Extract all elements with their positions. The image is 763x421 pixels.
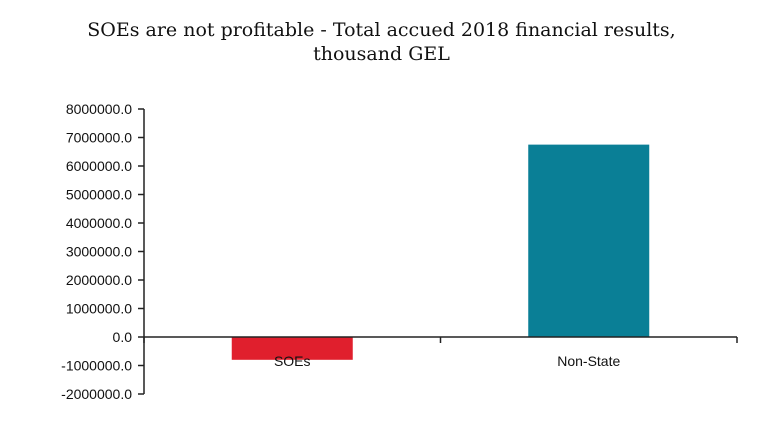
x-category-label: Non-State [557,353,620,369]
y-tick-label: 0.0 [113,329,133,345]
bar-non-state [528,144,650,337]
y-tick-label: 2000000.0 [66,272,132,288]
y-tick-label: 6000000.0 [66,158,132,174]
y-tick-label: 8000000.0 [66,101,132,117]
bar-soes [231,337,353,360]
y-tick-label: 4000000.0 [66,215,132,231]
y-tick-label: -2000000.0 [61,386,132,402]
y-tick-label: -1000000.0 [61,358,132,374]
y-tick-label: 3000000.0 [66,244,132,260]
y-tick-label: 1000000.0 [66,301,132,317]
y-tick-label: 7000000.0 [66,130,132,146]
x-category-label: SOEs [274,353,311,369]
y-tick-label: 5000000.0 [66,187,132,203]
chart-title: SOEs are not profitable - Total accued 2… [87,19,676,65]
